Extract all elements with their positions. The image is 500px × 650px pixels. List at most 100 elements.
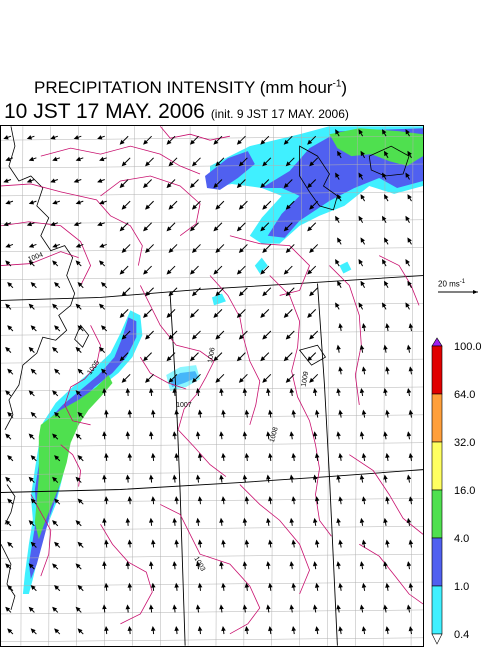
- wind-vector-head: [75, 520, 81, 526]
- wind-vector-head: [221, 409, 226, 415]
- wind-vector-head: [28, 476, 34, 482]
- colorbar-segment: [431, 489, 443, 539]
- wind-vector-head: [98, 303, 105, 309]
- wind-vector-head: [335, 129, 340, 135]
- wind-vector-head: [143, 269, 149, 275]
- wind-vector-head: [215, 291, 221, 297]
- wind-vector-head: [54, 585, 60, 591]
- wind-vector-head: [52, 606, 58, 612]
- wind-vector-head: [405, 259, 410, 265]
- wind-vector-head: [266, 431, 271, 437]
- wind-vector-head: [30, 455, 36, 461]
- wind-vector-head: [148, 517, 154, 523]
- wind-vector-head: [102, 431, 107, 437]
- wind-vector-head: [361, 323, 367, 329]
- wind-vector-head: [28, 563, 34, 569]
- wind-vector-head: [7, 498, 13, 504]
- wind-vector-head: [145, 204, 151, 210]
- colorbar-tick-label: 4.0: [454, 533, 469, 545]
- wind-vector-head: [52, 200, 58, 205]
- wind-vector-head: [28, 520, 34, 526]
- wind-vector-head: [236, 312, 242, 318]
- wind-vector-head: [150, 626, 156, 632]
- wind-vector-head: [260, 139, 266, 145]
- wind-vector-head: [405, 302, 410, 308]
- wind-vector-head: [213, 312, 219, 318]
- wind-vector-head: [289, 561, 295, 567]
- wind-vector-head: [119, 139, 125, 145]
- wind-vector-head: [260, 183, 266, 189]
- wind-vector-head: [358, 302, 363, 308]
- wind-vector-head: [383, 561, 388, 567]
- wind-vector-head: [215, 161, 221, 167]
- wind-vector-head: [260, 312, 266, 318]
- wind-vector-head: [335, 172, 340, 178]
- reference-vector-exponent: -1: [459, 279, 466, 285]
- wind-vector-head: [262, 291, 268, 297]
- wind-vector-head: [148, 431, 154, 437]
- wind-vector-head: [28, 606, 34, 612]
- wind-vector-head: [213, 226, 219, 232]
- wind-vector-head: [127, 539, 133, 545]
- wind-vector-head: [104, 625, 109, 631]
- isobar-label: 1004: [27, 252, 44, 264]
- wind-vector-head: [195, 604, 201, 610]
- wind-vector-head: [359, 431, 365, 437]
- wind-vector-head: [358, 172, 363, 178]
- wind-vector-head: [197, 582, 203, 588]
- wind-vector-head: [77, 368, 83, 374]
- wind-vector-head: [244, 582, 250, 588]
- wind-vector-head: [145, 291, 151, 297]
- wind-vector-head: [195, 387, 201, 393]
- wind-vector-head: [359, 344, 365, 350]
- wind-vector-head: [383, 604, 388, 610]
- wind-vector-head: [168, 204, 174, 210]
- wind-vector-head: [236, 356, 242, 362]
- wind-vector-head: [335, 215, 340, 222]
- wind-vector-head: [268, 452, 273, 458]
- wind-vector-head: [50, 135, 56, 140]
- precip-moderate-ne: [205, 128, 423, 238]
- wind-vector-head: [5, 563, 11, 569]
- isobar-label: 1006: [207, 347, 217, 364]
- wind-vector-head: [121, 247, 127, 253]
- colorbar-segment: [431, 345, 443, 395]
- init-time: (init. 9 JST 17 MAY. 2006): [210, 107, 349, 121]
- wind-vector-head: [150, 409, 156, 415]
- wind-vector-head: [125, 604, 131, 610]
- wind-vector-head: [75, 200, 81, 205]
- wind-vector-head: [125, 431, 131, 437]
- wind-vector-head: [361, 452, 367, 459]
- wind-vector-head: [361, 496, 367, 502]
- wind-vector-head: [285, 161, 291, 167]
- wind-vector-head: [406, 517, 412, 523]
- wind-vector-head: [291, 626, 297, 632]
- wind-vector-head: [291, 539, 297, 545]
- wind-vector-head: [242, 474, 248, 480]
- wind-vector-head: [219, 517, 224, 523]
- wind-vector-head: [26, 135, 33, 140]
- wind-vector-head: [338, 582, 343, 588]
- wind-vector-head: [382, 129, 387, 135]
- wind-vector-head: [268, 496, 273, 502]
- wind-vector-head: [119, 183, 125, 189]
- wind-vector-head: [383, 431, 388, 437]
- wind-vector-head: [337, 150, 342, 157]
- wind-vector-head: [307, 139, 313, 145]
- wind-vector-head: [309, 247, 315, 253]
- wind-vector-head: [289, 474, 295, 480]
- wind-vector-head: [219, 561, 224, 567]
- wind-vector-head: [75, 346, 81, 352]
- wind-vector-head: [336, 517, 341, 523]
- wind-vector-head: [213, 183, 219, 189]
- wind-vector-head: [307, 226, 313, 232]
- wind-vector-head: [268, 539, 273, 545]
- wind-vector-head: [406, 604, 412, 610]
- wind-vector-head: [407, 150, 412, 157]
- wind-vector-head: [50, 221, 56, 227]
- wind-vector-head: [408, 323, 414, 329]
- wind-vector-head: [52, 520, 58, 526]
- wind-vector-head: [5, 156, 11, 162]
- wind-vector-head: [314, 409, 320, 415]
- wind-vector-head: [52, 243, 58, 248]
